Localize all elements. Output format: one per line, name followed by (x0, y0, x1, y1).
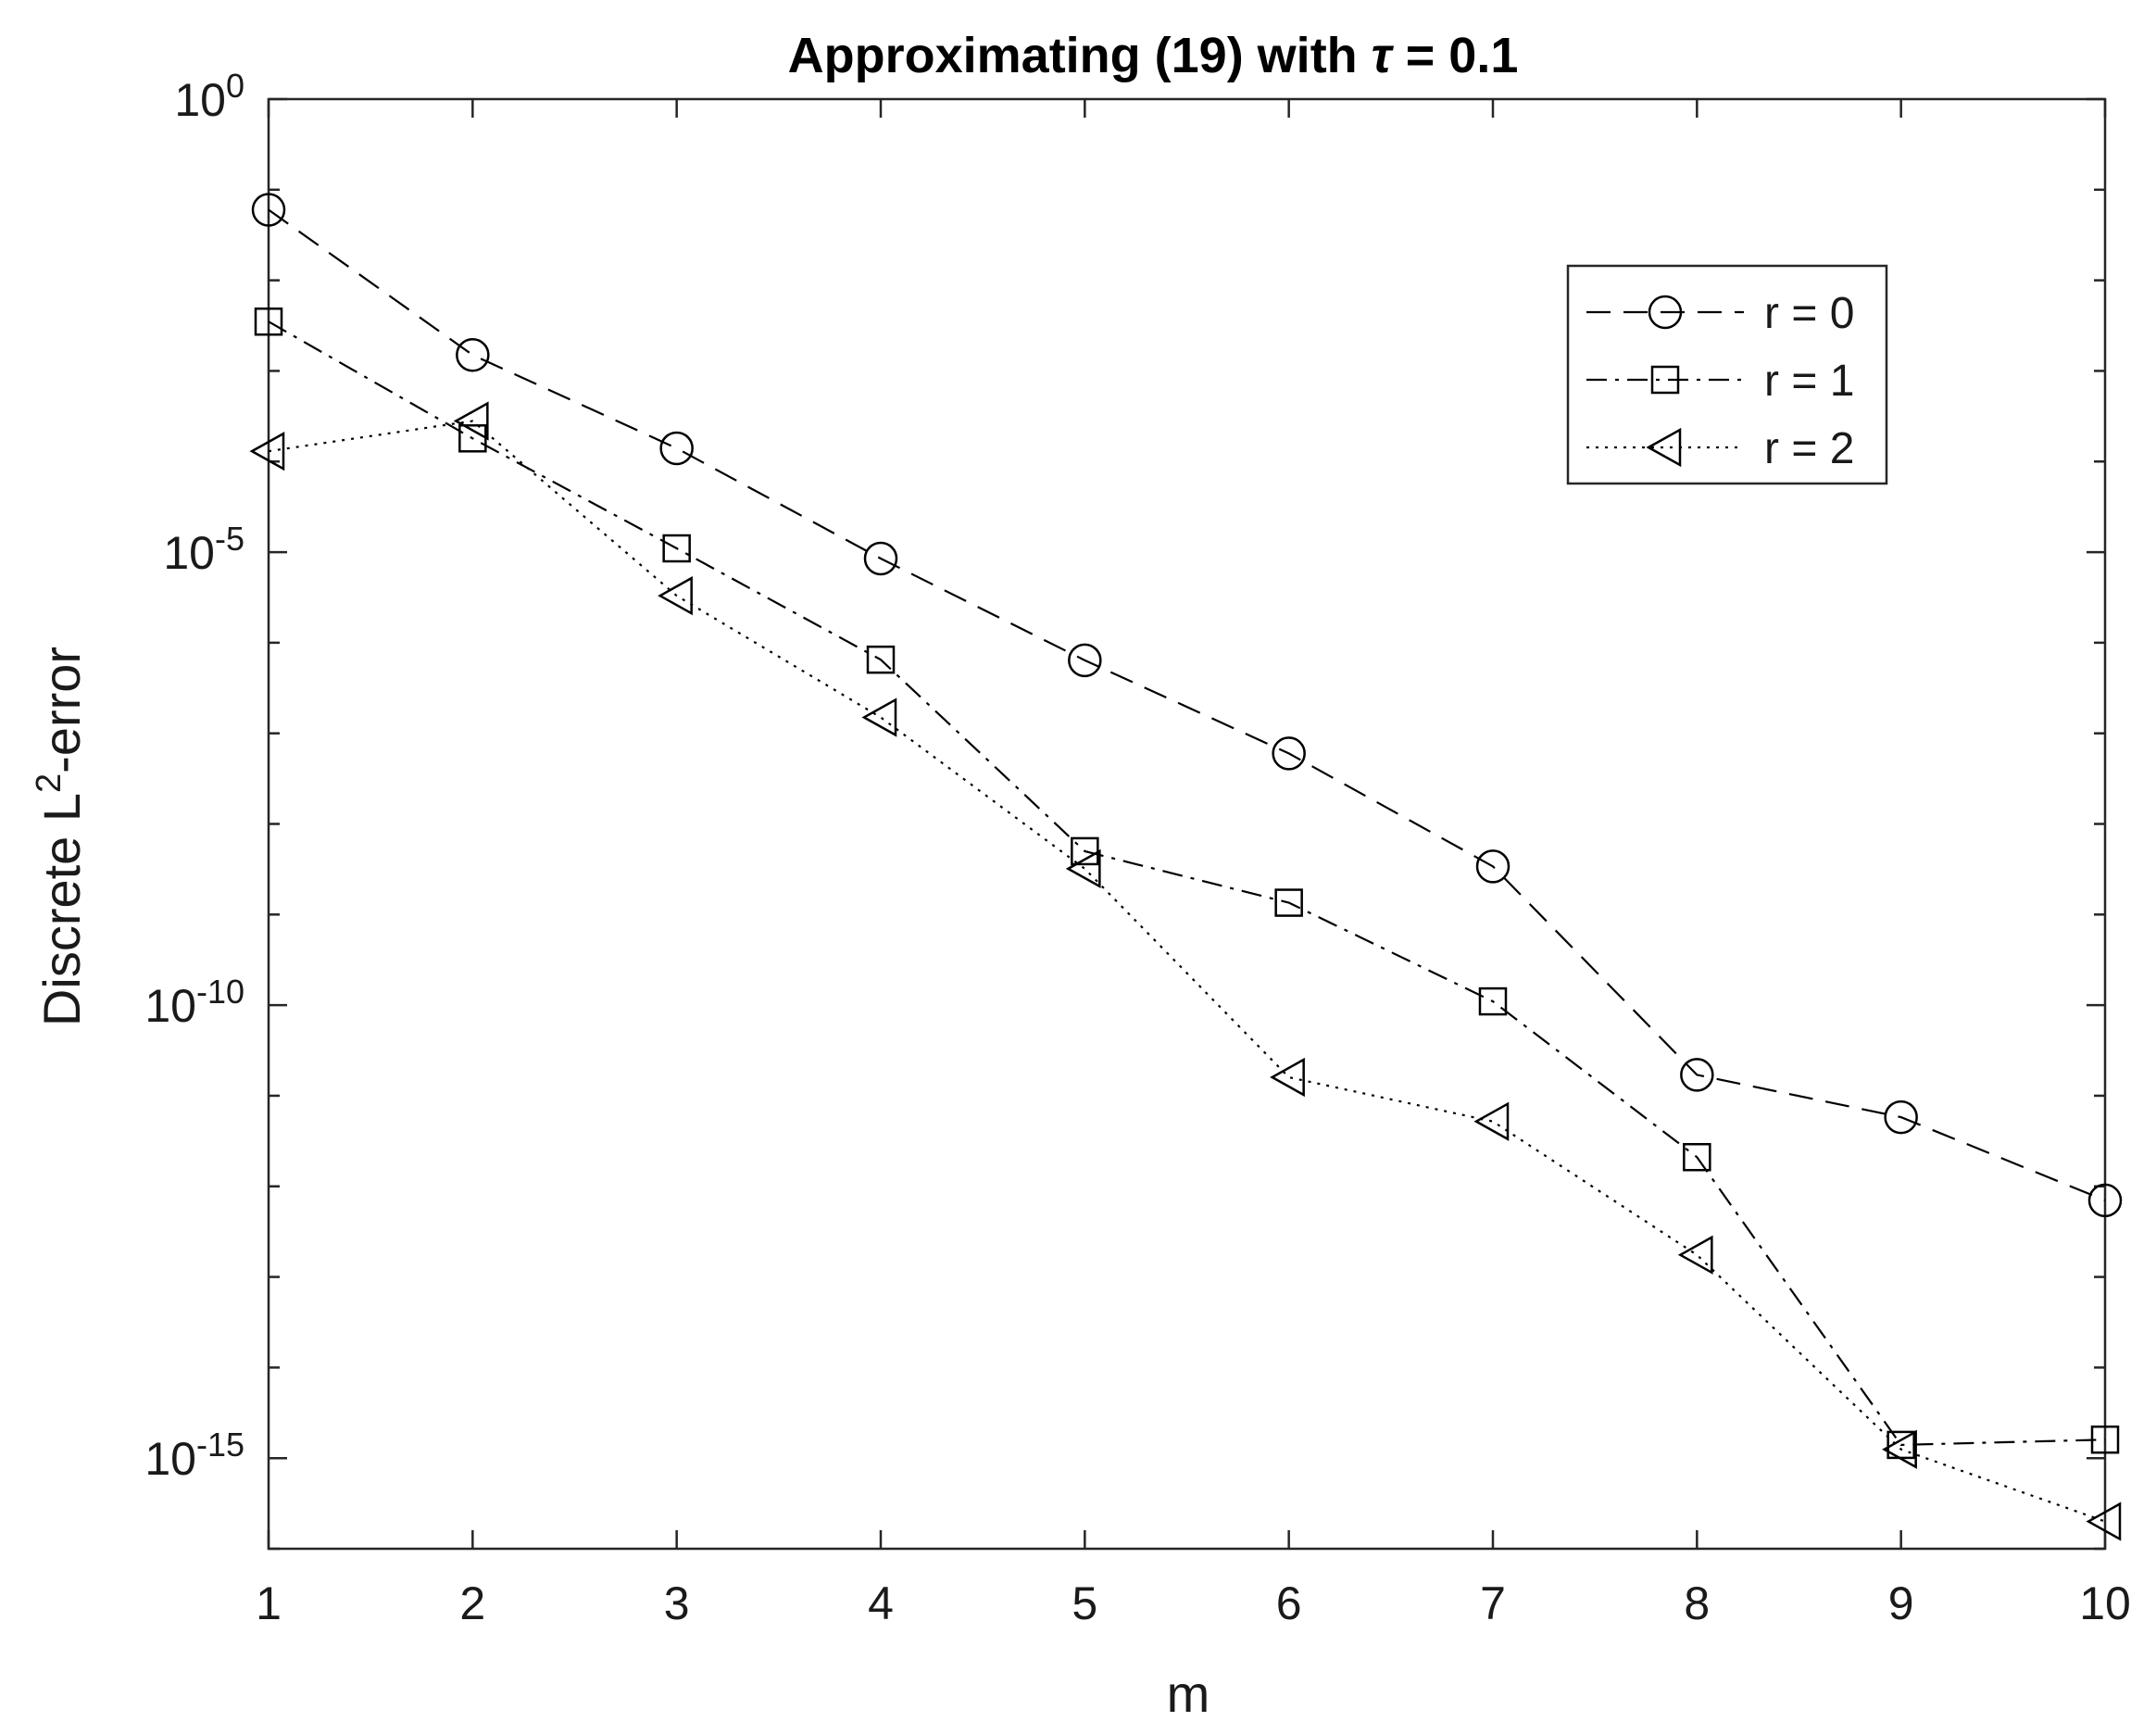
series-2 (249, 401, 2122, 1541)
y-axis-label-base: Discrete L (32, 793, 91, 1026)
title-suffix: = 0.1 (1392, 28, 1519, 83)
legend-entry: r = 1 (1586, 357, 1854, 406)
x-tick-label: 7 (1480, 1577, 1506, 1629)
data-point (456, 337, 490, 372)
data-point (1270, 1057, 1305, 1098)
x-tick-label: 4 (868, 1577, 894, 1629)
y-tick-label: 10-10 (144, 973, 244, 1033)
data-point (2087, 1183, 2123, 1218)
x-axis-ticks: 1 2 3 4 5 6 7 8 9 10 (256, 99, 2131, 1629)
data-point (658, 576, 693, 616)
legend-label: r = 0 (1764, 289, 1854, 338)
data-point (1882, 1429, 1917, 1469)
legend-label: r = 1 (1764, 357, 1854, 406)
data-point (1680, 1058, 1714, 1092)
data-point (453, 401, 489, 441)
legend-marker (1648, 295, 1683, 330)
data-point (1683, 1142, 1711, 1172)
y-tick-label: 10-5 (163, 520, 244, 580)
legend-entry: r = 0 (1586, 289, 1854, 338)
x-tick-label: 9 (1888, 1577, 1914, 1629)
data-point (251, 193, 286, 227)
x-tick-label: 5 (1072, 1577, 1097, 1629)
legend-entry: r = 2 (1586, 424, 1854, 473)
y-tick-label-base: 10 (144, 1433, 196, 1485)
series-line (268, 208, 2106, 1201)
x-tick-label: 3 (664, 1577, 690, 1629)
data-point (2086, 1502, 2122, 1541)
data-point (1272, 736, 1306, 771)
data-point (1473, 1101, 1510, 1141)
legend-marker (1646, 427, 1682, 468)
data-point (1065, 848, 1101, 889)
data-point (866, 645, 896, 674)
x-axis-label: m (1167, 1665, 1210, 1723)
data-point (1478, 986, 1508, 1016)
y-tick-label-exponent: 0 (226, 67, 244, 105)
y-tick-label: 10-15 (144, 1426, 244, 1486)
y-tick-label-exponent: -15 (196, 1426, 244, 1464)
series-line (268, 420, 2106, 1523)
y-tick-label-base: 10 (144, 980, 196, 1032)
series-line (268, 320, 2106, 1447)
series-0 (251, 193, 2123, 1218)
data-point (662, 534, 691, 563)
x-tick-label: 10 (2079, 1577, 2131, 1629)
legend-marker (1650, 365, 1680, 395)
y-axis-label: Discrete L2-error (30, 647, 91, 1026)
data-point (659, 431, 694, 466)
data-point (249, 431, 285, 471)
x-tick-label: 2 (459, 1577, 485, 1629)
title-tau-symbol: τ (1372, 28, 1395, 83)
legend-label: r = 2 (1764, 424, 1854, 473)
x-tick-label: 8 (1684, 1577, 1710, 1629)
y-tick-label: 100 (174, 67, 244, 127)
x-tick-label: 6 (1276, 1577, 1302, 1629)
y-tick-label-exponent: -5 (215, 520, 244, 558)
y-tick-label-base: 10 (174, 74, 226, 126)
data-point (863, 541, 898, 576)
data-point (1274, 888, 1303, 917)
data-point (254, 307, 283, 336)
data-point (1677, 1235, 1713, 1275)
y-axis-label-superscript: 2 (30, 773, 69, 793)
y-tick-label-exponent: -10 (196, 973, 244, 1011)
data-point (1475, 849, 1510, 884)
series-layer (249, 193, 2123, 1541)
chart-title: Approximating (19) with τ = 0.1 (788, 28, 1519, 83)
data-point (1068, 643, 1102, 678)
title-prefix: Approximating (19) with (788, 28, 1372, 83)
legend: r = 0 r = 1 r = 2 (1566, 264, 1888, 485)
data-point (2090, 1425, 2120, 1454)
data-point (861, 697, 897, 737)
x-tick-label: 1 (256, 1577, 282, 1629)
series-1 (254, 307, 2120, 1460)
data-point (1884, 1099, 1918, 1135)
y-axis-label-suffix: -error (32, 647, 91, 773)
y-tick-label-base: 10 (163, 527, 215, 579)
